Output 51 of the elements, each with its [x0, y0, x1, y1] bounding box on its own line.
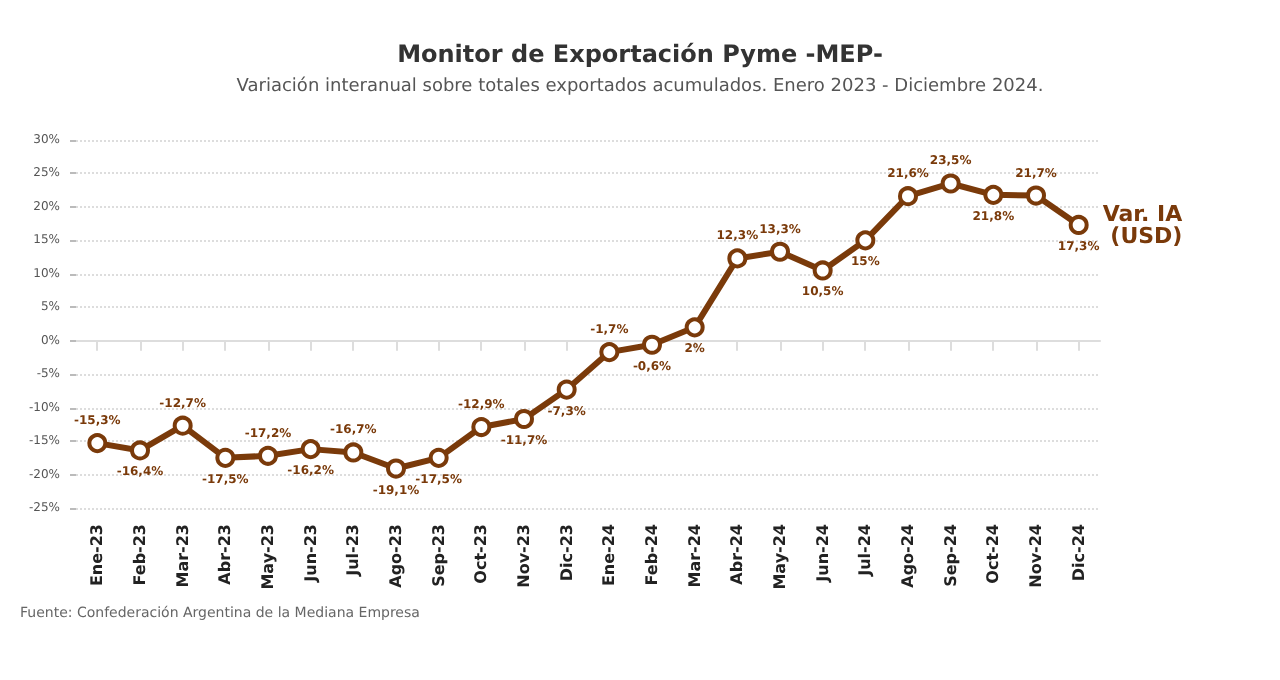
x-tick-label: Jul-23 — [344, 524, 363, 578]
point — [428, 447, 449, 468]
point — [130, 440, 150, 461]
x-tick-label: Oct-23 — [472, 524, 491, 584]
x-tick-label: Ago-24 — [899, 523, 917, 588]
x-tick-label: May-24 — [771, 523, 789, 590]
point — [300, 439, 321, 460]
x-tick-label: Ene-23 — [88, 524, 107, 587]
point — [386, 458, 406, 479]
point — [599, 342, 620, 363]
point — [215, 447, 236, 468]
x-tick-label: Abr-24 — [728, 523, 747, 585]
point — [642, 334, 662, 355]
x-tick-label: Jun-24 — [813, 523, 832, 584]
x-tick-label: Nov-24 — [1027, 523, 1045, 588]
x-tick-label: Feb-24 — [643, 523, 661, 586]
point — [770, 241, 790, 262]
x-tick-label: Feb-23 — [131, 524, 149, 586]
x-tick-label: Jun-23 — [301, 524, 320, 584]
point — [87, 433, 108, 454]
x-tick-label: Oct-24 — [984, 523, 1003, 584]
x-tick-label: Ene-24 — [600, 523, 619, 587]
x-tick-label: Sep-24 — [941, 523, 960, 587]
chart-title: Monitor de Exportación Pyme -MEP- — [397, 40, 883, 68]
point — [514, 409, 534, 430]
x-tick-label: Nov-23 — [515, 524, 533, 588]
x-tick-label: Dic-23 — [557, 524, 576, 582]
x-tick-label: Sep-23 — [429, 524, 448, 587]
point — [1068, 214, 1089, 235]
x-tick-label: Mar-23 — [173, 524, 192, 588]
point — [855, 230, 876, 251]
point — [1026, 185, 1046, 206]
x-tick-label: Ago-23 — [387, 524, 405, 588]
x-tick-label: Abr-23 — [216, 524, 235, 585]
point — [343, 442, 364, 463]
point — [684, 317, 705, 338]
point — [898, 186, 918, 207]
point — [812, 260, 833, 281]
x-tick-label: May-23 — [259, 524, 277, 590]
x-tick-label: Dic-24 — [1069, 523, 1088, 582]
chart-subtitle: Variación interanual sobre totales exportados acumulados. Enero 2023 - Diciembre 2024. — [236, 75, 1044, 97]
x-tick-label: Jul-24 — [856, 523, 875, 578]
point — [258, 445, 278, 466]
point — [983, 184, 1004, 205]
point — [556, 379, 577, 400]
point — [172, 415, 193, 436]
point — [940, 173, 961, 194]
point — [727, 248, 748, 269]
x-tick-label: Mar-24 — [685, 523, 704, 588]
point — [471, 417, 492, 438]
series-label: Var. IA (USD) — [1102, 200, 1184, 249]
